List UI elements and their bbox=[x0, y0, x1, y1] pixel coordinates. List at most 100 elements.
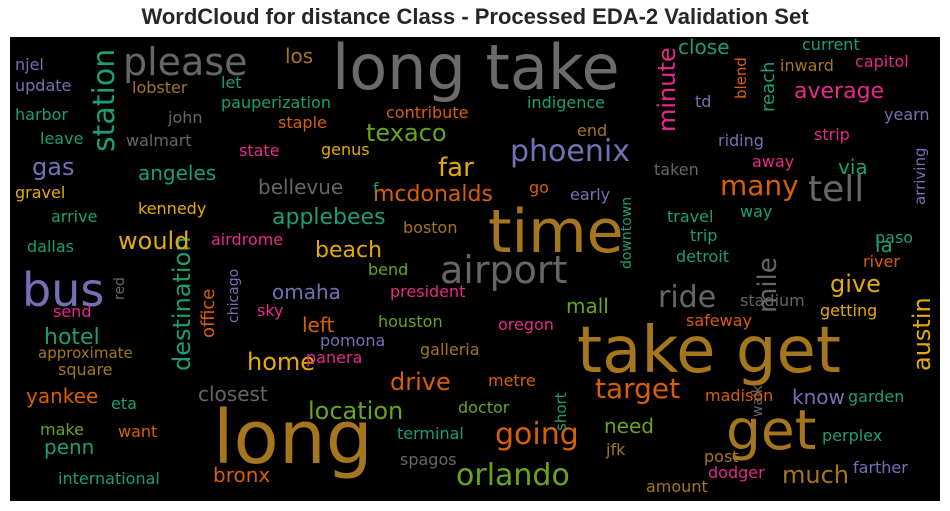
word-way: way bbox=[740, 202, 773, 221]
word-jfk: jfk bbox=[606, 440, 626, 459]
word-mcdonalds: mcdonalds bbox=[373, 182, 493, 207]
chart-title: WordCloud for distance Class - Processed… bbox=[141, 4, 809, 29]
word-much: much bbox=[782, 461, 849, 489]
word-go: go bbox=[529, 178, 549, 197]
word-current: current bbox=[802, 37, 860, 54]
word-long-take: long take bbox=[332, 37, 620, 104]
word-indigence: indigence bbox=[527, 93, 605, 112]
word-panera: panera bbox=[306, 348, 363, 367]
word-austin: austin bbox=[908, 297, 936, 371]
word-mall: mall bbox=[566, 294, 609, 318]
word-international: international bbox=[58, 469, 160, 488]
word-omaha: omaha bbox=[272, 280, 341, 304]
word-know: know bbox=[792, 385, 845, 409]
word-houston: houston bbox=[378, 312, 443, 331]
word-give: give bbox=[830, 270, 881, 298]
word-end: end bbox=[577, 121, 608, 140]
word-update: update bbox=[15, 76, 72, 95]
word-dallas: dallas bbox=[27, 237, 74, 256]
word-contribute: contribute bbox=[386, 103, 469, 122]
word-via: via bbox=[838, 155, 868, 179]
word-please: please bbox=[123, 40, 248, 84]
word-oregon: oregon bbox=[498, 315, 554, 334]
word-short: short bbox=[552, 392, 570, 431]
word-far: far bbox=[438, 153, 474, 183]
word-galleria: galleria bbox=[420, 340, 480, 359]
word-closest: closest bbox=[198, 382, 268, 406]
word-travel: travel bbox=[667, 207, 714, 226]
word-td: td bbox=[695, 92, 712, 111]
word-bellevue: bellevue bbox=[258, 175, 344, 199]
word-madison: madison bbox=[705, 386, 774, 405]
word-need: need bbox=[604, 414, 654, 438]
word-downtown: downtown bbox=[619, 196, 635, 269]
word-stadium: stadium bbox=[740, 291, 805, 310]
word-perplex: perplex bbox=[822, 426, 883, 445]
word-airport: airport bbox=[440, 248, 568, 292]
word-trip: trip bbox=[690, 226, 718, 245]
wordcloud-canvas: long take time take get long get bus airport st… bbox=[10, 37, 940, 501]
word-minute: minute bbox=[653, 47, 681, 132]
word-beach: beach bbox=[315, 238, 383, 263]
word-penn: penn bbox=[44, 435, 95, 459]
word-average: average bbox=[794, 79, 885, 104]
word-make: make bbox=[40, 420, 84, 439]
word-yearn: yearn bbox=[884, 105, 930, 124]
word-home: home bbox=[247, 348, 316, 376]
word-texaco: texaco bbox=[366, 119, 447, 147]
word-early: early bbox=[570, 185, 611, 204]
word-detroit: detroit bbox=[676, 247, 730, 266]
word-tell: tell bbox=[808, 169, 865, 210]
word-applebees: applebees bbox=[272, 205, 386, 230]
word-taken: taken bbox=[654, 160, 699, 179]
word-reach: reach bbox=[758, 61, 779, 112]
word-red: red bbox=[112, 277, 128, 300]
word-metre: metre bbox=[488, 371, 536, 390]
word-pauperization: pauperization bbox=[221, 93, 331, 112]
word-square: square bbox=[58, 360, 113, 379]
word-los: los bbox=[285, 44, 314, 68]
word-long: long bbox=[213, 395, 373, 481]
word-hotel: hotel bbox=[44, 325, 100, 350]
word-left: left bbox=[302, 313, 335, 337]
word-dodger: dodger bbox=[708, 463, 765, 482]
word-farther: farther bbox=[853, 458, 908, 477]
word-approximate: approximate bbox=[38, 344, 133, 362]
word-gas: gas bbox=[32, 153, 75, 181]
word-bus: bus bbox=[22, 263, 105, 317]
word-river: river bbox=[863, 252, 900, 271]
word-ride: ride bbox=[658, 280, 717, 315]
word-office: office bbox=[198, 288, 219, 338]
word-eta: eta bbox=[111, 394, 137, 413]
word-staple: staple bbox=[278, 113, 327, 132]
word-terminal: terminal bbox=[397, 424, 464, 443]
word-pomona: pomona bbox=[320, 331, 386, 350]
word-bend: bend bbox=[368, 260, 409, 279]
word-post: post bbox=[704, 447, 739, 466]
word-john: john bbox=[168, 108, 203, 127]
word-la: la bbox=[875, 233, 893, 257]
word-genus: genus bbox=[321, 140, 370, 159]
word-time: time bbox=[488, 197, 624, 267]
word-capitol: capitol bbox=[855, 52, 909, 71]
word-gravel: gravel bbox=[15, 183, 66, 202]
word-want: want bbox=[118, 422, 158, 441]
word-location: location bbox=[308, 397, 404, 425]
word-phoenix: phoenix bbox=[510, 134, 630, 169]
word-target: target bbox=[595, 372, 681, 405]
word-inward: inward bbox=[780, 56, 834, 75]
word-bronx: bronx bbox=[213, 463, 271, 487]
word-amount: amount bbox=[646, 477, 708, 496]
word-getting: getting bbox=[820, 301, 878, 320]
word-harbor: harbor bbox=[15, 105, 69, 124]
word-get: get bbox=[726, 398, 817, 462]
word-drive: drive bbox=[390, 368, 451, 396]
word-station: station bbox=[87, 48, 122, 152]
word-send: send bbox=[53, 302, 92, 321]
word-njel: njel bbox=[15, 55, 44, 74]
word-blend: blend bbox=[732, 57, 750, 99]
word-arrive: arrive bbox=[51, 207, 98, 226]
word-kennedy: kennedy bbox=[138, 199, 207, 218]
word-boston: boston bbox=[403, 218, 458, 237]
word-destination: destination bbox=[168, 236, 196, 371]
